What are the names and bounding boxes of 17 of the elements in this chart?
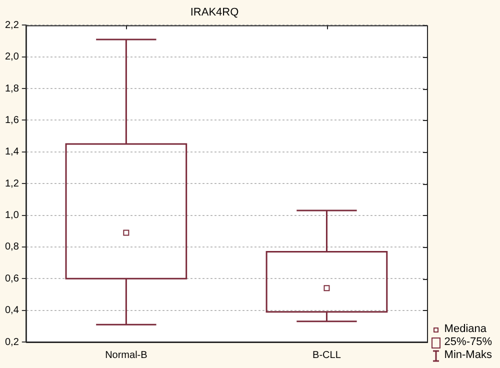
- y-tick-label: 2,2: [4, 20, 20, 31]
- y-tick-label: 0,8: [4, 242, 20, 253]
- y-tick-label: 0,4: [4, 305, 20, 316]
- text: Min-Maks: [444, 349, 492, 362]
- y-tick-label: 1,6: [4, 114, 20, 126]
- x-tick-label: B-CLL: [312, 350, 342, 361]
- y-tick-label: 0,2: [4, 336, 20, 348]
- y-tick-label: 1,2: [4, 178, 20, 190]
- y-tick-label: 1,4: [4, 146, 20, 158]
- text: 25%-75%: [444, 336, 492, 349]
- y-tick-label: 0,6: [4, 273, 20, 284]
- y-tick-label: 1,0: [4, 210, 20, 222]
- text: Mediana: [444, 323, 486, 336]
- y-tick-label: 1,8: [4, 83, 20, 94]
- x-tick-label: Normal-B: [105, 350, 148, 361]
- y-tick-label: 2,0: [4, 52, 20, 63]
- chart-title: IRAK4RQ: [190, 6, 240, 19]
